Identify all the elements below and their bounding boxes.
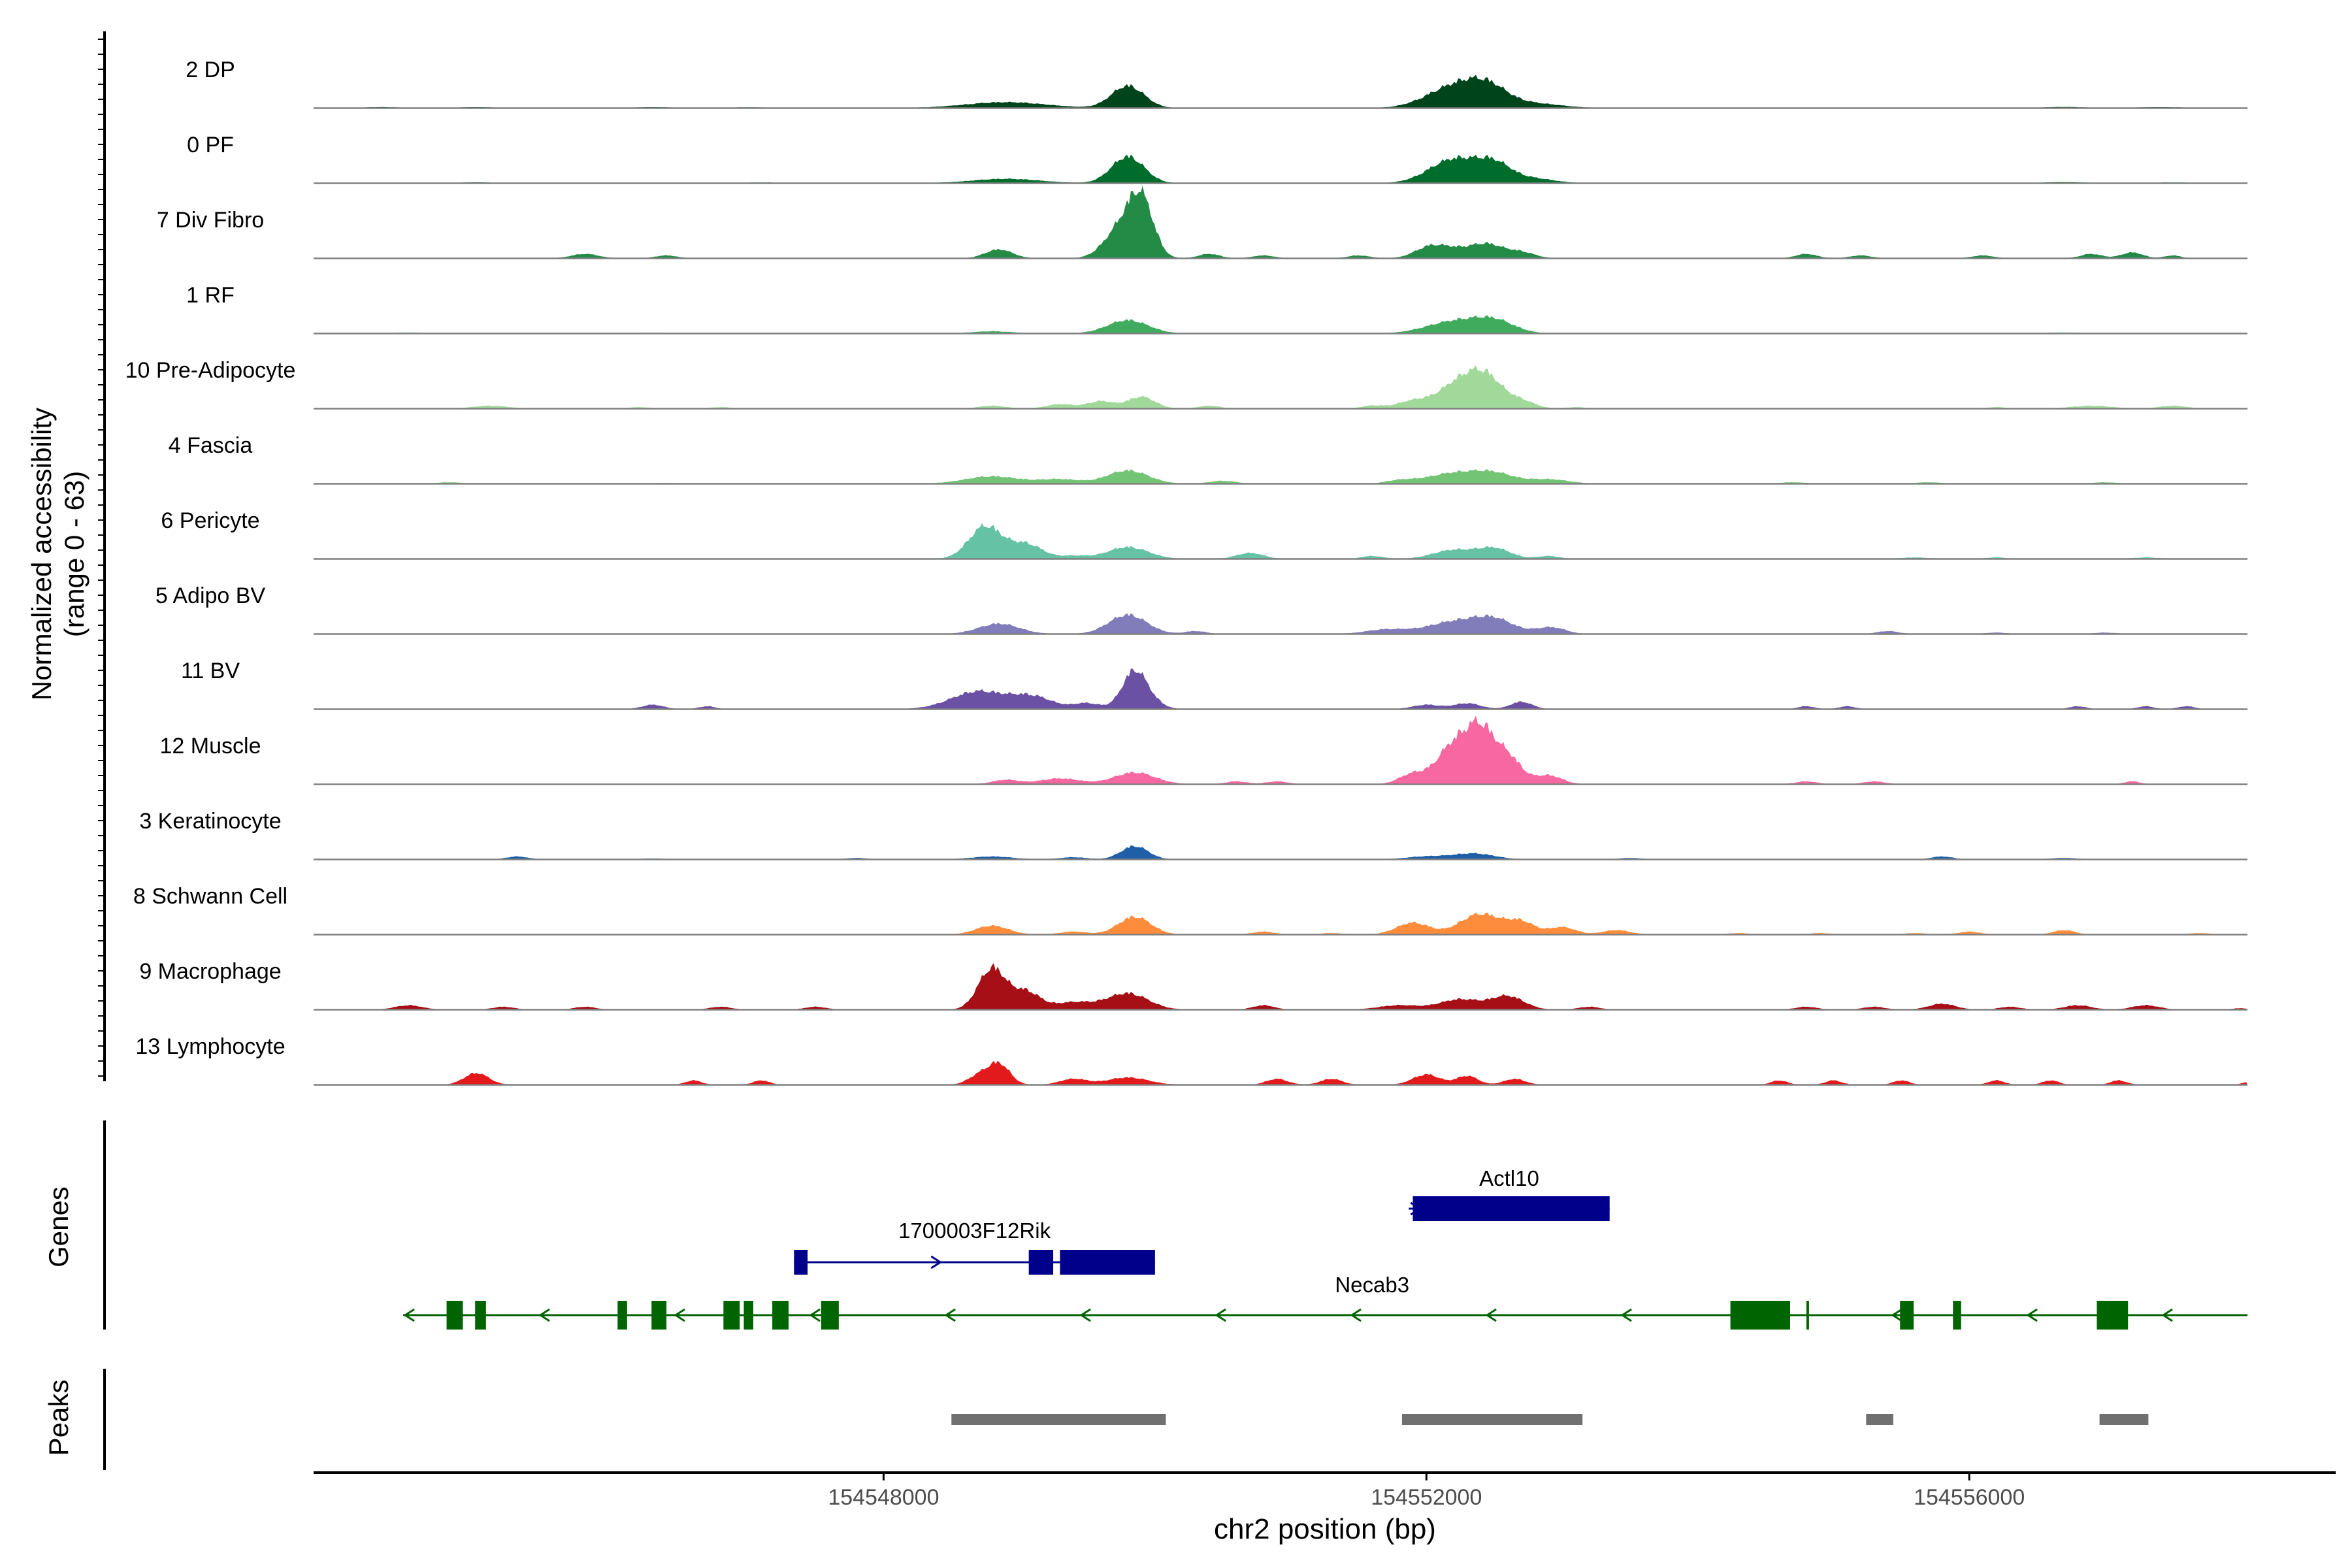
track-label-10: 12 Muscle xyxy=(160,734,261,759)
gene-exon xyxy=(821,1301,839,1330)
track-label-5: 10 Pre-Adipocyte xyxy=(125,358,296,383)
genes-panel: Actl10 1700003F12Rik Necab3 xyxy=(103,1120,2247,1330)
gene-strand-arrow xyxy=(2026,1308,2038,1322)
gene-strand-arrow xyxy=(1215,1308,1226,1322)
gene-strand-arrow xyxy=(930,1255,943,1269)
gene-exon xyxy=(1730,1301,1790,1330)
coverage-area-5 xyxy=(314,365,2247,409)
gene-exon xyxy=(617,1301,627,1330)
track-label-1: 2 DP xyxy=(186,57,235,82)
gene-exon xyxy=(1806,1301,1809,1330)
gene-exon xyxy=(1028,1250,1054,1275)
gene-exon xyxy=(1060,1250,1155,1275)
gene-exon xyxy=(794,1250,808,1275)
gene-exon xyxy=(772,1301,789,1330)
gene-exon xyxy=(446,1301,463,1330)
coverage-area-13 xyxy=(314,963,2247,1010)
coverage-area-11 xyxy=(314,845,2247,860)
track-label-14: 13 Lymphocyte xyxy=(135,1034,285,1059)
gene-strand-arrow xyxy=(2161,1308,2173,1322)
gene-exon xyxy=(1900,1301,1914,1330)
x-tick-label-2: 154552000 xyxy=(1371,1485,1482,1510)
gene-label-necab3: Necab3 xyxy=(1335,1273,1409,1297)
track-label-6: 4 Fascia xyxy=(169,433,253,458)
coverage-ylabel-line2: (range 0 - 63) xyxy=(59,471,90,637)
coverage-area-8 xyxy=(314,613,2247,634)
coverage-ylabel-line1: Normalized accessibility xyxy=(26,408,57,700)
x-tick-label-1: 154548000 xyxy=(828,1485,939,1510)
track-label-13: 9 Macrophage xyxy=(139,959,281,984)
gene-exon xyxy=(743,1301,754,1330)
coverage-area-2 xyxy=(314,154,2247,184)
coverage-panel: 2 DP 0 PF 7 Div Fibro 1 RF 10 Pre-Adipocyte 4… xyxy=(98,31,2247,1086)
peak-region-4 xyxy=(2099,1414,2149,1425)
gene-exon xyxy=(1413,1196,1610,1221)
gene-strand-arrow xyxy=(1891,1308,1903,1322)
track-label-4: 1 RF xyxy=(186,283,235,308)
gene-exon xyxy=(651,1301,667,1330)
gene-strand-arrow xyxy=(1350,1308,1362,1322)
gene-strand-arrow xyxy=(944,1308,956,1322)
coverage-area-1 xyxy=(314,74,2247,108)
track-label-3: 7 Div Fibro xyxy=(157,208,264,233)
peak-region-2 xyxy=(1401,1414,1583,1425)
gene-strand-arrow xyxy=(1485,1308,1497,1322)
gene-exon xyxy=(723,1301,740,1330)
x-axis-title: chr2 position (bp) xyxy=(1214,1513,1436,1545)
coverage-area-3 xyxy=(314,186,2247,259)
coverage-area-14 xyxy=(314,1060,2247,1085)
peaks-ylabel: Peaks xyxy=(43,1380,74,1456)
track-label-9: 11 BV xyxy=(181,659,240,683)
track-label-2: 0 PF xyxy=(187,133,234,157)
peaks-panel xyxy=(103,1369,2149,1470)
coverage-area-7 xyxy=(314,523,2247,559)
coverage-area-4 xyxy=(314,315,2247,334)
gene-label-1700003f12rik: 1700003F12Rik xyxy=(898,1218,1051,1243)
track-label-12: 8 Schwann Cell xyxy=(133,884,287,909)
gene-strand-arrow xyxy=(1620,1308,1632,1322)
gene-exon xyxy=(2097,1301,2129,1330)
coverage-area-12 xyxy=(314,912,2247,935)
coverage-area-9 xyxy=(314,668,2247,710)
gene-exon xyxy=(1953,1301,1961,1330)
gene-strand-arrow xyxy=(674,1308,685,1322)
gene-strand-arrow xyxy=(538,1308,550,1322)
gene-strand-arrow xyxy=(809,1308,821,1322)
gene-exon xyxy=(475,1301,486,1330)
peak-region-1 xyxy=(951,1414,1166,1425)
track-label-8: 5 Adipo BV xyxy=(155,583,266,608)
peak-region-3 xyxy=(1866,1414,1893,1425)
x-axis: 154548000 154552000 154556000 xyxy=(314,1471,2336,1510)
gene-strand-arrow xyxy=(403,1308,415,1322)
coverage-area-6 xyxy=(314,469,2247,484)
genes-ylabel: Genes xyxy=(43,1186,74,1267)
x-tick-label-3: 154556000 xyxy=(1914,1485,2025,1510)
track-label-11: 3 Keratinocyte xyxy=(139,809,281,834)
coverage-area-10 xyxy=(314,715,2247,785)
gene-label-actl10: Actl10 xyxy=(1479,1166,1539,1190)
track-label-7: 6 Pericyte xyxy=(161,508,259,533)
gene-strand-arrow xyxy=(1079,1308,1091,1322)
